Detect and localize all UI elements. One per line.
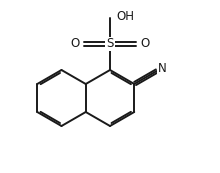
Text: O: O bbox=[71, 38, 80, 51]
Text: S: S bbox=[106, 38, 114, 51]
Text: OH: OH bbox=[116, 11, 134, 24]
Text: O: O bbox=[140, 38, 149, 51]
Text: N: N bbox=[158, 61, 166, 75]
